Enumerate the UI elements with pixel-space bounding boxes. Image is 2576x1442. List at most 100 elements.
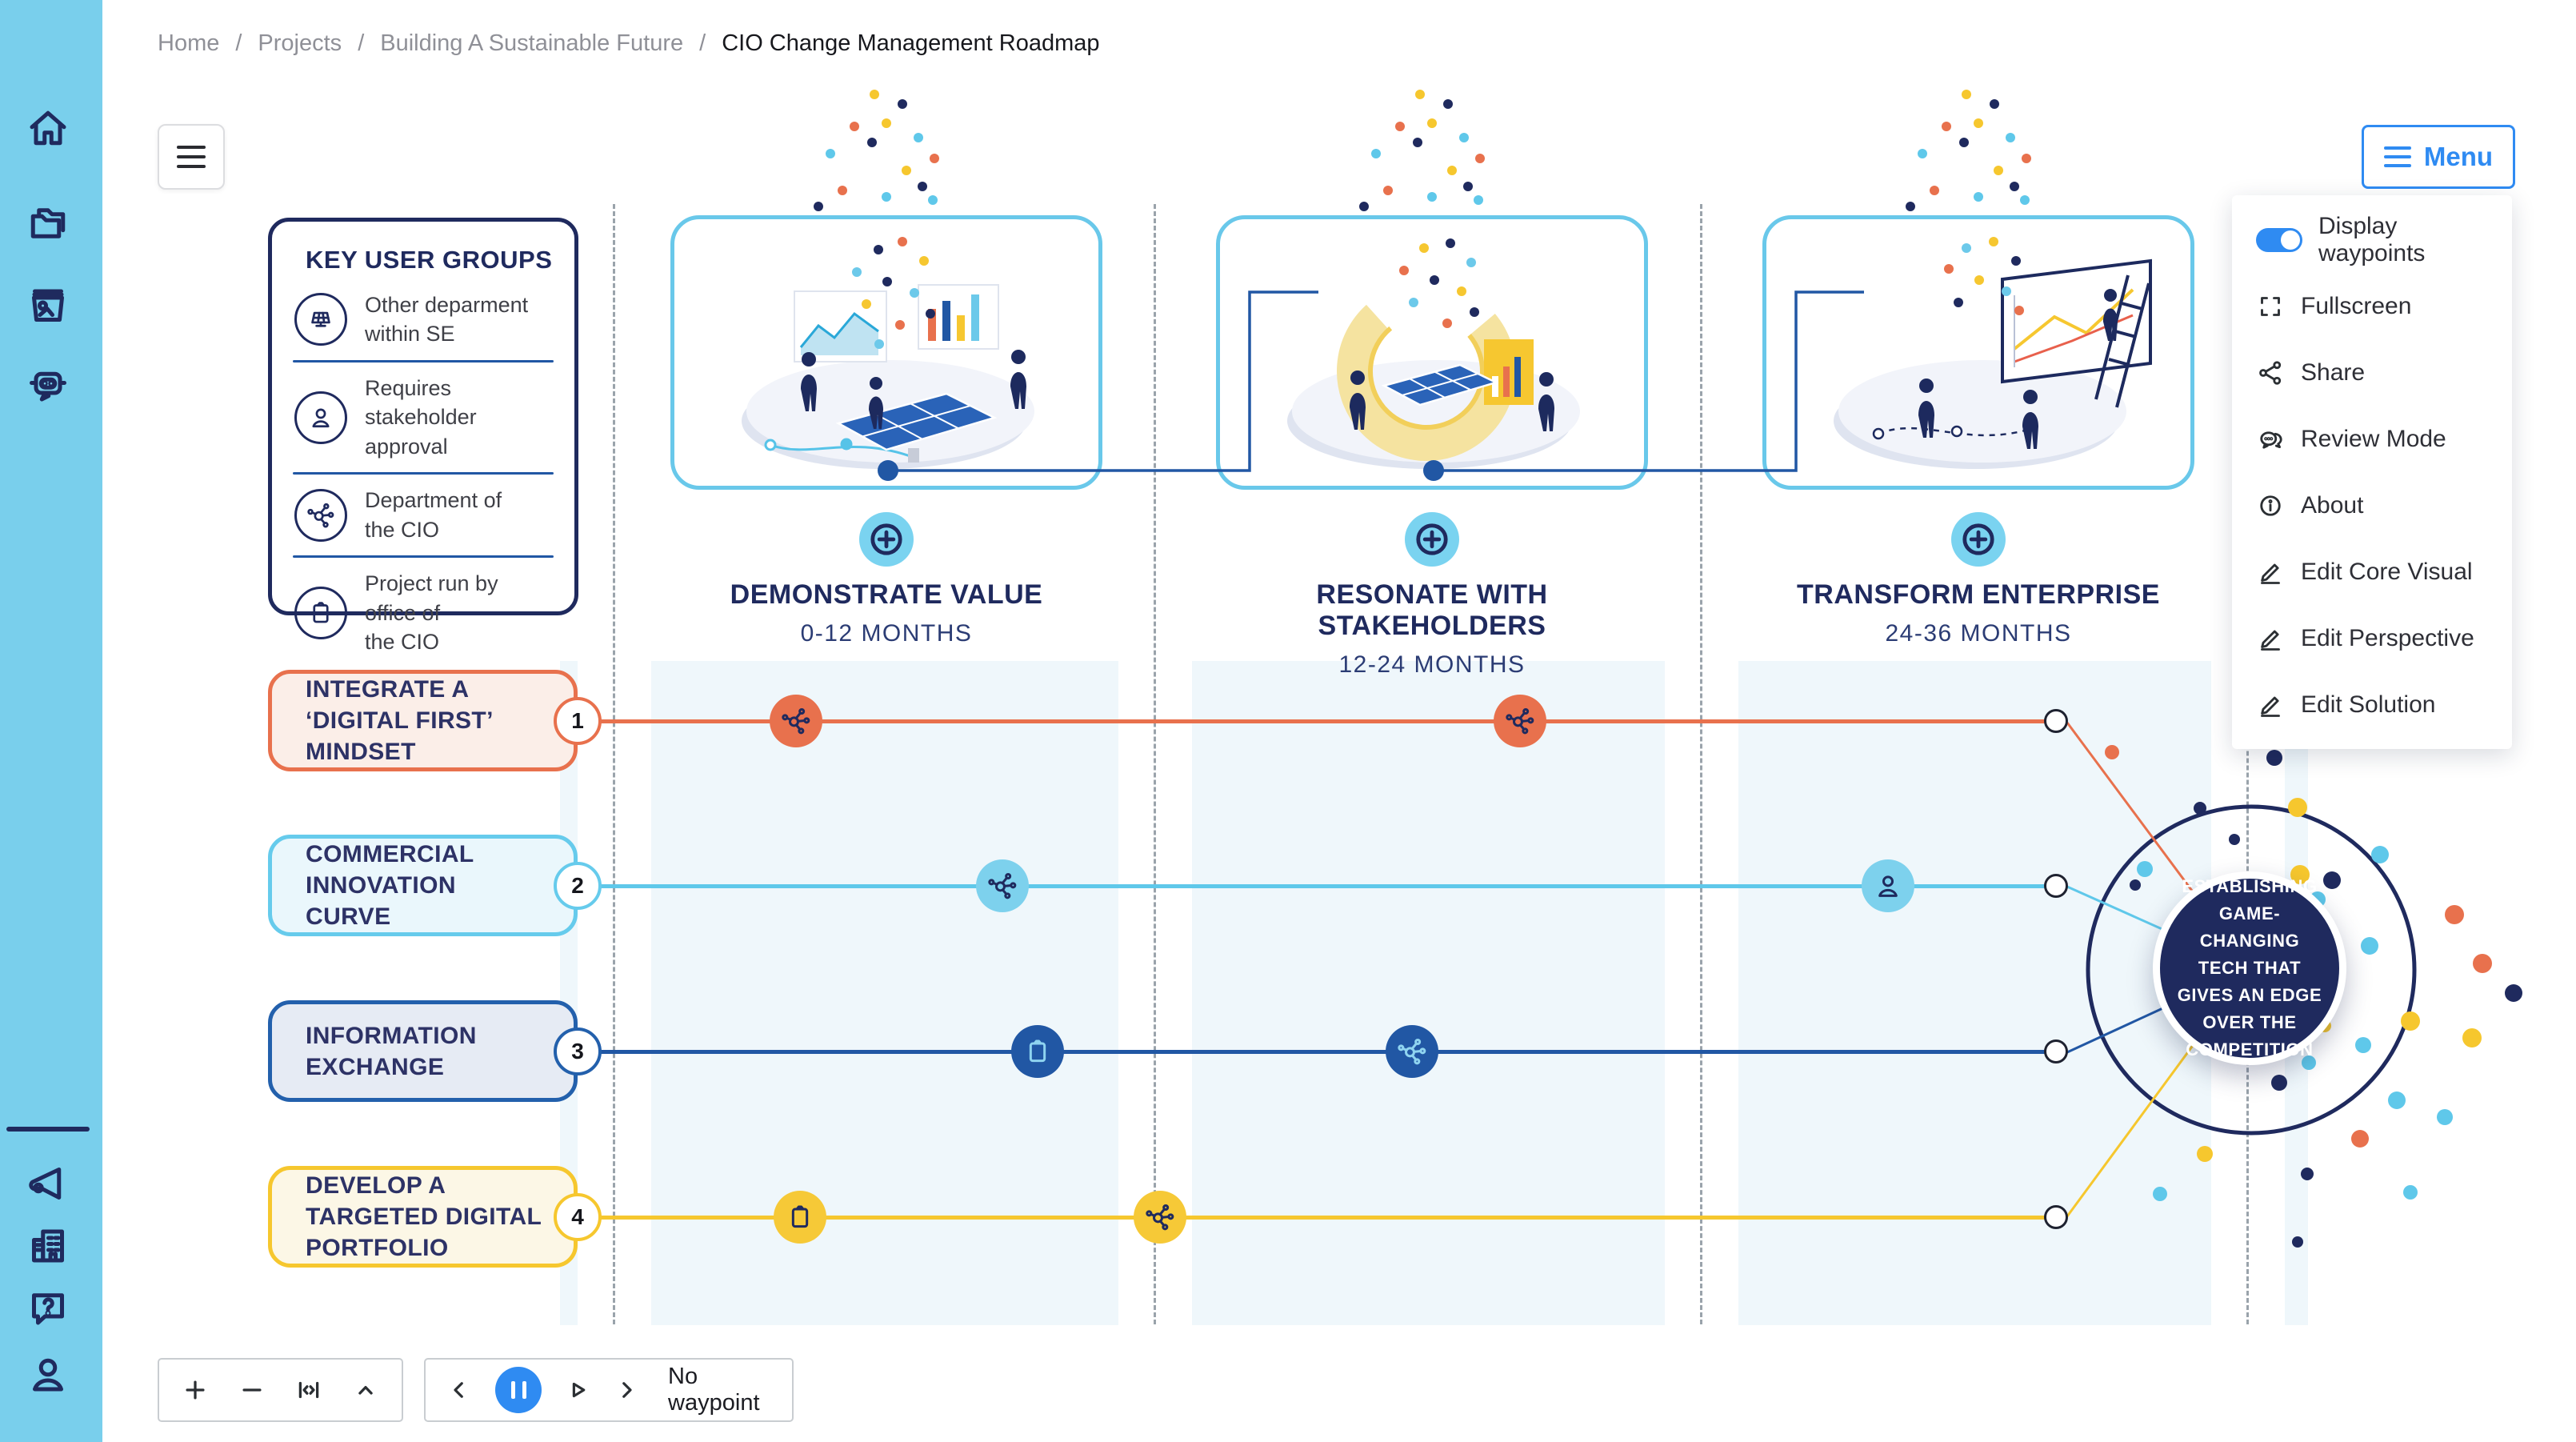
phase1-title: DEMONSTRATE VALUE — [730, 579, 1043, 610]
sidebar-divider — [6, 1127, 90, 1132]
organization-icon[interactable] — [24, 1222, 72, 1270]
breadcrumb-projects[interactable]: Projects — [258, 30, 342, 56]
phase2-header: RESONATE WITH STAKEHOLDERS 12-24 MONTHS — [1216, 512, 1648, 679]
phase2-illustration-box[interactable] — [1216, 215, 1648, 490]
confetti-dot — [1427, 192, 1437, 202]
track2-end-waypoint[interactable] — [2044, 874, 2068, 898]
legend-item: Requires stakeholder approval — [272, 363, 574, 472]
menu-item-about[interactable]: About — [2232, 472, 2512, 539]
confetti-dot — [2194, 802, 2206, 815]
track3-number-badge: 3 — [554, 1027, 602, 1075]
phase3-header: TRANSFORM ENTERPRISE 24-36 MONTHS — [1762, 512, 2194, 647]
track3-label[interactable]: INFORMATION EXCHANGE — [268, 1000, 578, 1102]
track4-line — [600, 1216, 2056, 1220]
track1-end-waypoint[interactable] — [2044, 709, 2068, 733]
plus-circle-icon — [1416, 523, 1448, 555]
phase3-period: 24-36 MONTHS — [1885, 620, 2072, 647]
waypoint-status-label: No waypoint — [668, 1364, 760, 1416]
track4-label[interactable]: DEVELOP A TARGETED DIGITAL PORTFOLIO — [268, 1166, 578, 1268]
confetti-dot — [928, 195, 938, 205]
track1-label[interactable]: INTEGRATE A ‘DIGITAL FIRST’ MINDSET — [268, 670, 578, 771]
confetti-dot — [1395, 122, 1405, 131]
menu-item-fullscreen[interactable]: Fullscreen — [2232, 273, 2512, 339]
menu-item-review-mode[interactable]: Review Mode — [2232, 406, 2512, 472]
track3-clipboard-marker[interactable] — [1011, 1025, 1064, 1078]
hamburger-icon — [2383, 146, 2411, 167]
confetti-dot — [2505, 984, 2522, 1002]
zoom-in-button[interactable] — [182, 1376, 209, 1404]
pause-button[interactable] — [495, 1367, 542, 1413]
phase3-expand-button[interactable] — [1951, 512, 2006, 567]
track2-label[interactable]: COMMERCIAL INNOVATION CURVE — [268, 835, 578, 936]
fullscreen-icon — [2261, 296, 2280, 316]
confetti-dot — [1463, 182, 1473, 191]
confetti-dot — [914, 133, 923, 142]
menu-item-share[interactable]: Share — [2232, 339, 2512, 406]
breadcrumb-separator: / — [235, 30, 242, 56]
confetti-dot — [1959, 138, 1969, 147]
network-icon — [1398, 1039, 1426, 1065]
breadcrumb: Home / Projects / Building A Sustainable… — [158, 30, 1100, 57]
track3-end-waypoint[interactable] — [2044, 1039, 2068, 1063]
menu-item-edit-perspective[interactable]: Edit Perspective — [2232, 605, 2512, 671]
track3-network-marker[interactable] — [1386, 1025, 1438, 1078]
breadcrumb-home[interactable]: Home — [158, 30, 220, 56]
confetti-dot — [2292, 1236, 2303, 1248]
menu-item-edit-solution[interactable]: Edit Solution — [2232, 671, 2512, 738]
hub-circle[interactable]: ESTABLISHING GAME-CHANGING TECH THAT GIV… — [2153, 871, 2346, 1065]
confetti-dot — [850, 122, 859, 131]
track4-clipboard-marker[interactable] — [774, 1191, 826, 1244]
confetti-dot — [867, 138, 877, 147]
phase1-illustration-box[interactable] — [670, 215, 1102, 490]
zoom-toolbar — [158, 1358, 403, 1422]
announcements-icon[interactable] — [24, 1160, 72, 1208]
profile-icon[interactable] — [24, 1350, 72, 1398]
phase3-illustration-box[interactable] — [1762, 215, 2194, 490]
zoom-out-button[interactable] — [238, 1376, 266, 1404]
user-icon — [1878, 875, 1898, 897]
phase1-expand-button[interactable] — [859, 512, 914, 567]
track4-end-waypoint[interactable] — [2044, 1205, 2068, 1229]
confetti-dot — [2445, 905, 2464, 924]
phase2-period: 12-24 MONTHS — [1338, 651, 1526, 678]
phase2-illustration — [1287, 238, 1580, 469]
fit-width-button[interactable] — [295, 1376, 322, 1404]
display-waypoints-toggle[interactable] — [2256, 227, 2302, 252]
plus-circle-icon — [1962, 523, 1994, 555]
confetti-dot — [2153, 1187, 2167, 1201]
clipboard-icon — [1029, 1039, 1046, 1063]
menu-item-display-waypoints[interactable]: Display waypoints — [2232, 206, 2512, 273]
confetti-dot — [2323, 871, 2341, 889]
track2-network-marker[interactable] — [976, 859, 1029, 912]
assistant-icon[interactable] — [24, 361, 72, 409]
confetti-dot — [2137, 861, 2153, 877]
menu-item-edit-core-visual[interactable]: Edit Core Visual — [2232, 539, 2512, 605]
play-button[interactable] — [564, 1376, 590, 1404]
track2-user-marker[interactable] — [1862, 859, 1914, 912]
breadcrumb-project[interactable]: Building A Sustainable Future — [380, 30, 684, 56]
collapse-button[interactable] — [352, 1376, 379, 1404]
confetti-dot — [1906, 202, 1915, 211]
projects-icon[interactable] — [24, 199, 72, 247]
track1-network-marker[interactable] — [770, 695, 822, 747]
confetti-dot — [918, 182, 927, 191]
confetti-dot — [1930, 186, 1939, 195]
next-waypoint-button[interactable] — [613, 1376, 639, 1404]
confetti-dot — [1474, 195, 1483, 205]
confetti-dot — [882, 118, 891, 128]
breadcrumb-separator: / — [358, 30, 365, 56]
help-icon[interactable] — [24, 1284, 72, 1332]
network-icon — [1146, 1204, 1174, 1231]
confetti-dot — [1427, 118, 1437, 128]
legend-item: Project run by office of the CIO — [272, 558, 574, 667]
confetti-dot — [2351, 1130, 2369, 1148]
track4-network-marker[interactable] — [1134, 1191, 1186, 1244]
track1-network-marker[interactable] — [1494, 695, 1546, 747]
canvas-menu-button[interactable] — [158, 124, 225, 190]
media-library-icon[interactable] — [24, 282, 72, 330]
confetti-dot — [1359, 202, 1369, 211]
home-icon[interactable] — [24, 104, 72, 152]
menu-button[interactable]: Menu — [2362, 125, 2515, 189]
previous-waypoint-button[interactable] — [446, 1376, 473, 1404]
phase2-expand-button[interactable] — [1405, 512, 1459, 567]
